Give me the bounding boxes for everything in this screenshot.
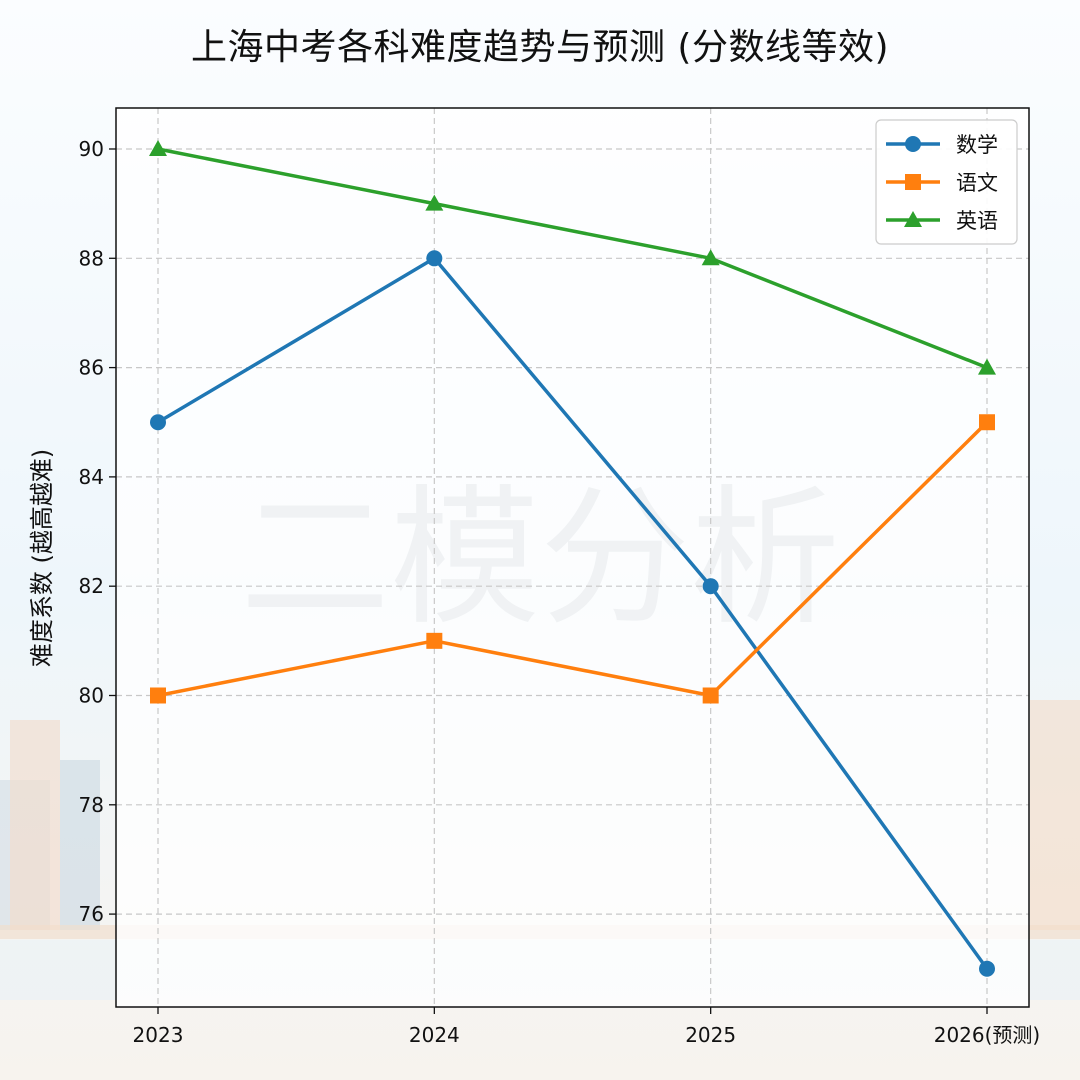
data-point	[702, 687, 719, 704]
legend-marker	[905, 136, 921, 152]
data-point	[702, 578, 719, 595]
y-axis-label: 难度系数 (越高越难)	[28, 449, 56, 667]
y-tick-label: 84	[79, 465, 104, 489]
data-point	[150, 414, 166, 431]
x-axis: 2023 2024 2025 2026(预测)	[133, 1007, 1041, 1047]
series-1	[150, 414, 995, 704]
data-point	[978, 358, 996, 375]
legend-marker	[905, 174, 921, 190]
data-point	[426, 632, 443, 649]
y-tick-label: 88	[79, 246, 104, 270]
legend-item: 语文	[886, 171, 998, 195]
series-line	[157, 147, 988, 370]
x-tick-label: 2026(预测)	[934, 1023, 1041, 1047]
plot-frame	[115, 107, 1030, 1008]
y-tick-label: 90	[79, 137, 104, 161]
chart-title: 上海中考各科难度趋势与预测 (分数线等效)	[190, 27, 890, 68]
legend-label: 数学	[956, 133, 998, 157]
data-point	[149, 139, 167, 156]
series-layer	[149, 139, 996, 977]
series-line	[157, 256, 989, 970]
x-tick-label: 2023	[133, 1023, 184, 1047]
data-point	[150, 687, 166, 704]
legend-item: 数学	[886, 133, 998, 157]
x-tick-label: 2025	[685, 1023, 736, 1047]
x-tick-label: 2024	[409, 1023, 460, 1047]
series-0	[150, 250, 995, 977]
grid	[116, 108, 1029, 1007]
data-point	[979, 960, 995, 977]
y-tick-label: 86	[79, 356, 104, 380]
legend-item: 英语	[886, 209, 998, 233]
data-point	[426, 250, 443, 267]
y-axis: 76 78 80 82 84 86 88 90	[79, 137, 116, 926]
watermark: 二模分析	[240, 472, 840, 646]
y-tick-label: 82	[79, 574, 104, 598]
data-point	[425, 194, 444, 211]
data-point	[701, 249, 720, 266]
legend-label: 英语	[956, 209, 998, 233]
y-tick-label: 76	[79, 902, 104, 926]
series-line	[157, 420, 989, 698]
series-2	[149, 139, 996, 375]
legend-label: 语文	[956, 171, 998, 195]
y-tick-label: 80	[79, 683, 104, 707]
legend-marker	[904, 211, 922, 227]
data-point	[979, 414, 995, 431]
y-tick-label: 78	[79, 793, 104, 817]
